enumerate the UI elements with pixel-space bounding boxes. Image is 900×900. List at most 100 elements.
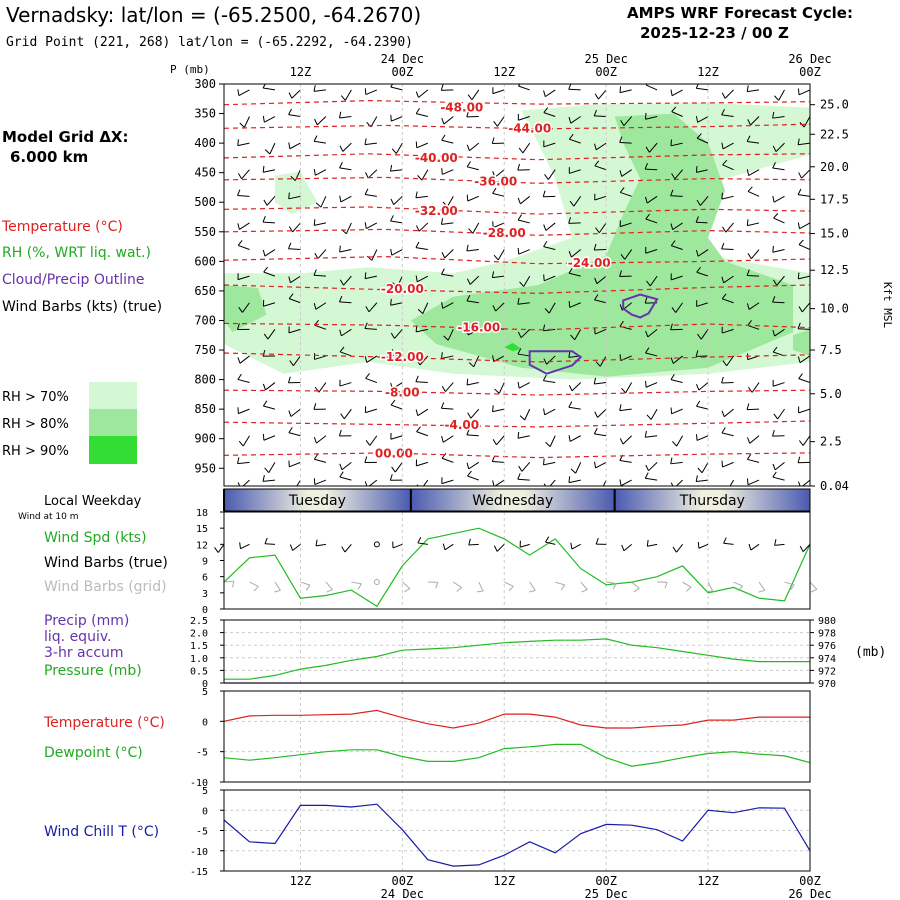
barb-flag	[263, 333, 269, 340]
isotherm-label: -4.00	[445, 418, 480, 432]
upper-wind-barb	[315, 196, 327, 208]
surface-wind-barb-true	[748, 543, 760, 551]
barb-flag	[721, 108, 725, 116]
barb-staff	[224, 409, 225, 411]
barb-flag	[543, 107, 549, 113]
upper-wind-barb	[620, 249, 633, 260]
barb-flag	[670, 89, 673, 96]
panel-tick-label: 15	[196, 524, 208, 535]
wind-frame	[223, 511, 811, 610]
upper-wind-barb	[619, 169, 632, 177]
barb-flag	[288, 192, 290, 199]
barb-staff	[747, 324, 760, 330]
barb-staff	[647, 328, 658, 338]
upper-wind-barb	[619, 479, 632, 486]
barb-flag	[670, 240, 676, 246]
barb-staff	[390, 169, 403, 172]
upper-wind-barb	[237, 407, 250, 415]
barb-flag	[214, 547, 219, 553]
barb-staff	[721, 328, 734, 334]
barb-flag	[326, 589, 333, 593]
upper-wind-barb	[493, 116, 505, 127]
barb-staff	[239, 222, 250, 230]
barb-staff	[263, 302, 276, 307]
barb-flag	[696, 383, 700, 391]
barb-flag	[619, 320, 624, 327]
barb-staff	[415, 381, 428, 384]
barb-staff	[645, 116, 658, 120]
barb-flag	[339, 145, 344, 152]
upper-wind-barb	[645, 142, 658, 153]
barb-flag	[415, 91, 419, 98]
barb-staff	[441, 273, 454, 277]
barb-staff	[574, 329, 582, 340]
barb-staff	[646, 195, 658, 204]
barb-staff	[520, 195, 531, 205]
surface-wind-barb-true	[442, 543, 454, 551]
upper-wind-barb	[467, 89, 480, 101]
barb-staff	[747, 479, 760, 486]
rh90-region	[504, 342, 522, 352]
upper-wind-barb	[619, 270, 632, 278]
upper-wind-barb	[237, 479, 250, 486]
barb-staff	[758, 581, 766, 591]
upper-wind-barb	[262, 299, 276, 307]
upper-wind-barb	[340, 408, 352, 420]
upper-wind-barb	[747, 116, 760, 126]
panel-tick-label: -10	[190, 847, 208, 858]
barb-flag	[619, 136, 623, 143]
barb-flag	[467, 94, 473, 101]
upper-wind-barb	[340, 89, 352, 101]
wind-speed-label: Wind Spd (kts)	[44, 530, 147, 546]
barb-staff	[747, 190, 760, 197]
barb-flag	[748, 543, 752, 551]
barb-staff	[262, 479, 276, 482]
barb-flag	[262, 349, 266, 357]
barb-staff	[523, 275, 531, 287]
barb-flag	[338, 295, 343, 303]
barb-staff	[773, 195, 785, 203]
upper-wind-barb	[670, 273, 683, 281]
barb-flag	[772, 195, 775, 203]
barb-flag	[390, 215, 394, 222]
barb-staff	[568, 88, 581, 91]
barb-flag	[262, 249, 266, 257]
barb-flag	[493, 254, 499, 261]
upper-wind-barb	[772, 379, 785, 387]
isotherm-label: 00.00	[375, 446, 413, 460]
barb-staff	[325, 581, 333, 590]
barb-flag	[619, 404, 622, 411]
upper-wind-barb	[797, 188, 810, 197]
barb-flag	[442, 201, 448, 208]
upper-wind-barb	[224, 249, 225, 251]
upper-wind-barb	[747, 382, 760, 393]
upper-wind-barb	[593, 243, 607, 251]
barb-staff	[339, 476, 352, 481]
barb-flag	[619, 270, 622, 277]
barb-staff	[696, 137, 709, 144]
barb-flag	[721, 410, 725, 417]
precip-frame	[223, 619, 811, 684]
barb-staff	[594, 115, 607, 118]
barb-staff	[473, 355, 480, 368]
upper-wind-barb	[492, 187, 505, 197]
barb-staff	[498, 382, 505, 394]
panel-tick-label: -5	[196, 748, 208, 759]
barb-staff	[598, 89, 607, 100]
barb-staff	[396, 275, 403, 288]
barb-staff	[543, 461, 556, 466]
barb-flag	[415, 275, 418, 282]
barb-flag	[543, 274, 545, 281]
barb-staff	[315, 169, 327, 176]
barb-staff	[798, 244, 810, 250]
upper-wind-barb	[492, 87, 505, 95]
barb-flag	[517, 331, 522, 338]
barb-flag	[441, 168, 443, 175]
panel-tick-label: 1.0	[190, 654, 208, 665]
barb-flag	[491, 271, 495, 278]
barb-flag	[797, 272, 800, 279]
barb-staff	[580, 581, 588, 590]
barb-flag	[339, 346, 345, 353]
barb-staff	[237, 275, 250, 281]
upper-wind-barb	[798, 239, 810, 250]
